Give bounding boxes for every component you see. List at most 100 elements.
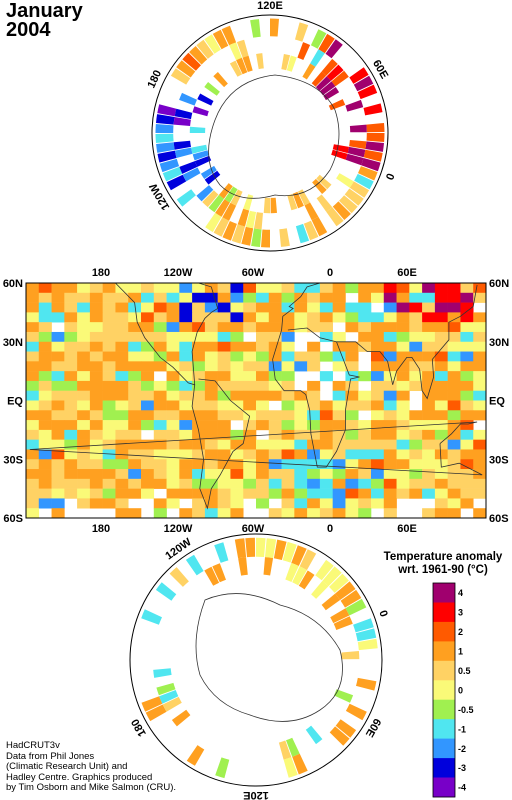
- grid-cell: [256, 439, 270, 450]
- grid-cell: [145, 704, 167, 722]
- grid-cell: [217, 371, 231, 382]
- grid-cell: [321, 593, 341, 611]
- grid-cell: [230, 341, 244, 352]
- grid-cell: [115, 488, 129, 499]
- grid-cell: [353, 618, 374, 633]
- grid-cell: [434, 429, 448, 440]
- grid-cell: [447, 469, 461, 480]
- grid-cell: [102, 322, 116, 333]
- grid-cell: [278, 740, 292, 760]
- grid-cell: [357, 638, 378, 651]
- grid-cell: [215, 199, 230, 217]
- grid-cell: [38, 488, 52, 499]
- grid-cell: [153, 668, 172, 678]
- grid-cell: [64, 341, 78, 352]
- grid-cell: [243, 478, 257, 489]
- grid-cell: [128, 429, 142, 440]
- grid-cell: [179, 488, 193, 499]
- grid-cell: [204, 429, 218, 440]
- grid-cell: [230, 469, 244, 480]
- grid-cell: [409, 429, 423, 440]
- grid-cell: [64, 283, 78, 294]
- grid-cell: [422, 410, 436, 421]
- grid-cell: [26, 439, 40, 450]
- grid-cell: [179, 469, 193, 480]
- grid-cell: [89, 439, 103, 450]
- grid-cell: [153, 508, 167, 518]
- grid-cell: [319, 312, 333, 323]
- main-map: 180 120W 60W 0 60E 180 120W 60W 0 60E 60N 30N EQ 30S 6…: [3, 267, 509, 535]
- grid-cell: [141, 439, 155, 450]
- grid-cell: [128, 312, 142, 323]
- grid-cell: [371, 341, 385, 352]
- grid-cell: [396, 292, 410, 303]
- grid-cell: [26, 371, 40, 382]
- grid-cell: [234, 538, 247, 559]
- grid-cell: [51, 283, 65, 294]
- grid-cell: [345, 390, 359, 401]
- grid-cell: [422, 429, 436, 440]
- grid-cell: [434, 498, 448, 509]
- grid-cell: [153, 429, 167, 440]
- grid-cell: [409, 302, 423, 313]
- grid-cell: [332, 429, 346, 440]
- grid-cell: [371, 488, 385, 499]
- grid-cell: [256, 420, 270, 431]
- grid-cell: [166, 429, 180, 440]
- grid-cell: [192, 380, 206, 392]
- grid-cell: [141, 312, 155, 323]
- grid-cell: [153, 341, 167, 352]
- grid-cell: [38, 429, 52, 440]
- grid-cell: [345, 153, 364, 166]
- grid-cell: [422, 469, 436, 480]
- grid-cell: [307, 283, 321, 294]
- grid-cell: [26, 331, 40, 343]
- grid-cell: [263, 197, 270, 214]
- grid-cell: [102, 341, 116, 352]
- grid-cell: [89, 283, 103, 294]
- grid-cell: [77, 292, 91, 303]
- grid-cell: [447, 449, 461, 460]
- grid-cell: [358, 469, 372, 480]
- grid-cell: [332, 508, 346, 518]
- grid-cell: [179, 459, 193, 470]
- grid-cell: [319, 81, 336, 96]
- grid-cell: [332, 498, 346, 509]
- south-polar-map-outline: [129, 533, 383, 787]
- grid-cell: [204, 322, 218, 333]
- grid-cell: [297, 42, 311, 60]
- grid-cell: [319, 410, 333, 421]
- grid-cell: [192, 488, 206, 499]
- legend-tick-label: 3: [458, 608, 463, 618]
- grid-cell: [345, 469, 359, 480]
- grid-cell: [371, 478, 385, 489]
- grid-cell: [422, 312, 436, 323]
- grid-cell: [268, 331, 282, 343]
- grid-cell: [51, 478, 65, 489]
- grid-cell: [307, 429, 321, 440]
- grid-cell: [365, 141, 384, 152]
- grid-cell: [204, 371, 218, 382]
- grid-cell: [335, 581, 356, 600]
- grid-cell: [171, 709, 191, 727]
- grid-cell: [409, 488, 423, 499]
- grid-cell: [409, 420, 423, 431]
- grid-cell: [349, 181, 370, 198]
- grid-cell: [128, 331, 142, 343]
- grid-cell: [356, 677, 377, 691]
- grid-cell: [141, 400, 155, 411]
- grid-cell: [222, 221, 237, 241]
- grid-cell: [322, 566, 342, 587]
- grid-cell: [179, 322, 193, 333]
- grid-cell: [204, 34, 221, 54]
- grid-cell: [243, 380, 257, 392]
- grid-cell: [51, 292, 65, 303]
- legend-swatch: [433, 621, 455, 642]
- grid-cell: [153, 322, 167, 333]
- grid-cell: [230, 312, 244, 323]
- grid-cell: [294, 361, 308, 372]
- grid-cell: [230, 390, 244, 401]
- main-map-top-longitude-label: 60W: [242, 267, 265, 279]
- grid-cell: [192, 302, 206, 313]
- grid-cell: [434, 283, 448, 294]
